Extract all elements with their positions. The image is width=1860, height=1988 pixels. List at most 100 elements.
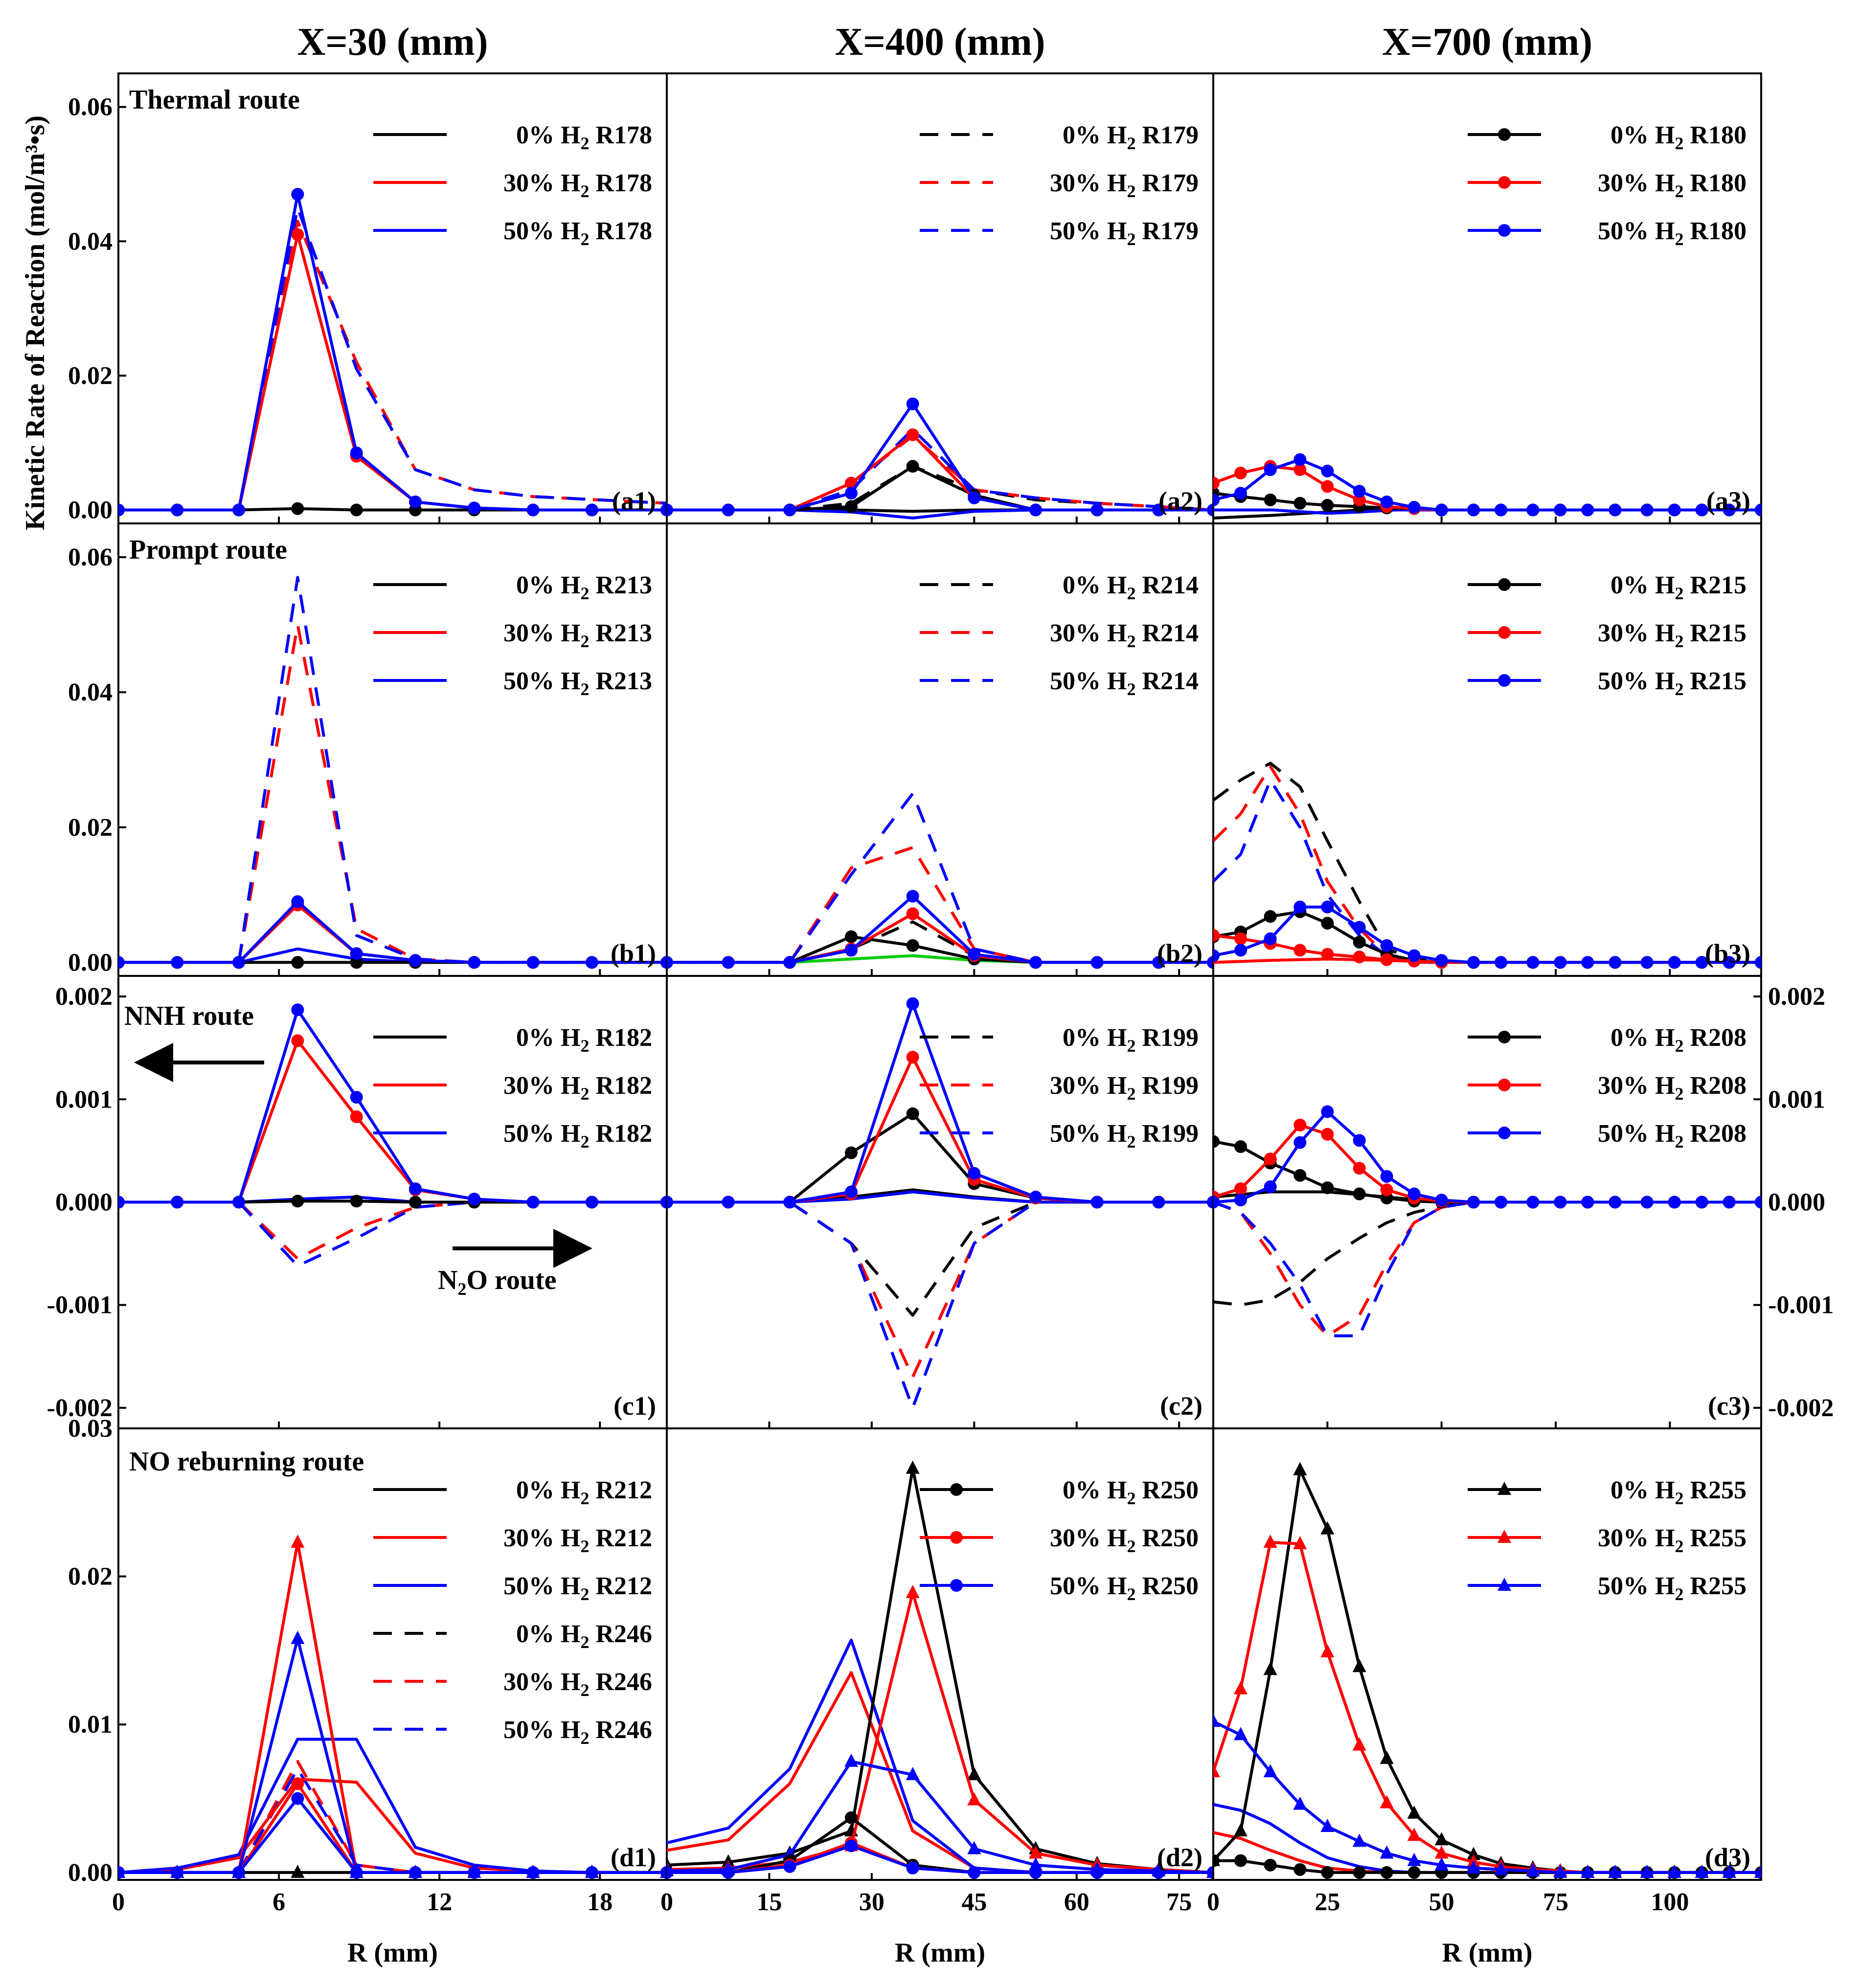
legend-marker [1498,1127,1511,1139]
legend-marker [1498,626,1511,639]
y-axis-label: Kinetic Rate of Reaction (mol/m³•s) [20,115,50,530]
series-line [1213,1803,1761,1874]
data-point [906,890,919,903]
data-point [1234,487,1247,500]
data-point [1293,463,1307,476]
data-point [1640,503,1654,517]
series-line [118,1738,667,1874]
legend-marker [1497,1578,1511,1591]
legend-label: 50% H2​ R178 [503,217,652,249]
legend-label: 30% H2​ R246 [503,1668,652,1700]
data-point [1321,1866,1334,1879]
legend-item: 0% H2​ R215 [1468,571,1747,603]
data-point [1293,1796,1307,1810]
data-point [1321,948,1334,961]
data-point [291,1777,304,1790]
data-point [1608,1864,1622,1878]
legend-label: 30% H2​ R208 [1598,1072,1747,1104]
data-point [1234,1182,1247,1196]
legend-item: 30% H2​ R179 [920,169,1199,201]
data-point [1495,956,1507,969]
y-tick-label: 0.001 [55,1085,113,1113]
data-point [906,1107,919,1120]
data-point [1263,1764,1277,1778]
data-point [350,947,363,960]
legend: 0% H2​ R182 30% H2​ R182 50% H2​ R182 [373,1024,652,1152]
data-point [1380,939,1393,952]
data-point [783,956,796,969]
data-point [350,503,363,517]
y-tick-label-right: -0.002 [1768,1394,1834,1422]
data-point [660,503,667,517]
series-line [667,465,1213,512]
y-tick-label: 0.00 [68,1859,113,1887]
legend-item: 0% H2​ R214 [920,571,1199,603]
series-line [237,576,667,964]
series-group [667,397,1213,520]
y-tick-label: 0.002 [55,983,113,1011]
data-point [1264,1152,1277,1166]
data-point [1435,954,1448,967]
legend-item: 30% H2​ R255 [1468,1524,1747,1556]
data-point [1213,476,1220,490]
data-point [1640,956,1654,969]
data-point [906,939,919,952]
series-line [667,1002,1213,1204]
data-point [967,1792,981,1806]
data-point [968,1167,981,1180]
series-line [237,1200,667,1267]
data-point [1321,480,1334,493]
legend-label: 50% H2​ R246 [503,1716,652,1748]
series-line [1213,1200,1474,1337]
data-point [1407,1187,1421,1200]
legend-item: 0% H2​ R199 [920,1024,1199,1056]
legend-marker [1498,176,1511,189]
series-line [118,904,667,964]
legend-label: 30% H2​ R212 [503,1524,652,1556]
panel-c1: -0.002 -0.001 0.000 0.001 0.002 (c1) NNH route… [47,975,668,1429]
data-point [1755,956,1761,969]
data-point [526,956,540,969]
legend-marker [1497,1530,1511,1543]
data-point [906,428,919,441]
data-point [1090,956,1104,969]
data-point [350,1110,363,1124]
x-axis-title-1: R (mm) [347,1938,438,1968]
data-point [350,446,363,459]
data-point [408,496,422,509]
data-point [350,1091,363,1104]
legend: 0% H2​ R255 30% H2​ R255 50% H2​ R255 [1468,1476,1747,1604]
data-point [1581,1196,1594,1209]
data-point [468,956,481,969]
legend-label: 0% H2​ R178 [516,121,652,153]
x-tick-label: 60 [1064,1888,1089,1916]
data-point [1434,1832,1449,1846]
x-tick-label: 0 [1207,1888,1220,1916]
panel-b2: (b2) 0% H2​ R214 30% H2​ R214 50% H2​ R214 [666,522,1214,977]
legend-item: 50% H2​ R250 [920,1572,1199,1604]
series-line [667,1638,1213,1874]
legend-item: 50% H2​ R214 [920,667,1199,699]
legend: 0% H2​ R199 30% H2​ R199 50% H2​ R199 [920,1024,1199,1152]
series-line [667,1200,1213,1378]
data-point [1264,463,1277,476]
data-point [232,1866,246,1879]
legend-item: 50% H2​ R212 [373,1572,652,1604]
data-point [1264,1858,1277,1872]
x-axis-title-3: R (mm) [1442,1938,1532,1968]
data-point [1293,453,1307,466]
series-line [118,1637,667,1874]
data-point [1695,503,1708,517]
data-point [1320,1521,1335,1535]
data-point [291,1864,305,1878]
x-tick-label: 75 [1543,1888,1568,1916]
data-point [844,1753,858,1767]
data-point [408,1196,422,1209]
data-point [291,1535,305,1548]
x-axis-title-2: R (mm) [895,1938,985,1968]
data-point [118,1866,125,1879]
x-tick-label: 45 [961,1888,987,1916]
series-line [1213,1200,1474,1337]
data-point [844,944,858,957]
data-point [1320,1644,1335,1657]
